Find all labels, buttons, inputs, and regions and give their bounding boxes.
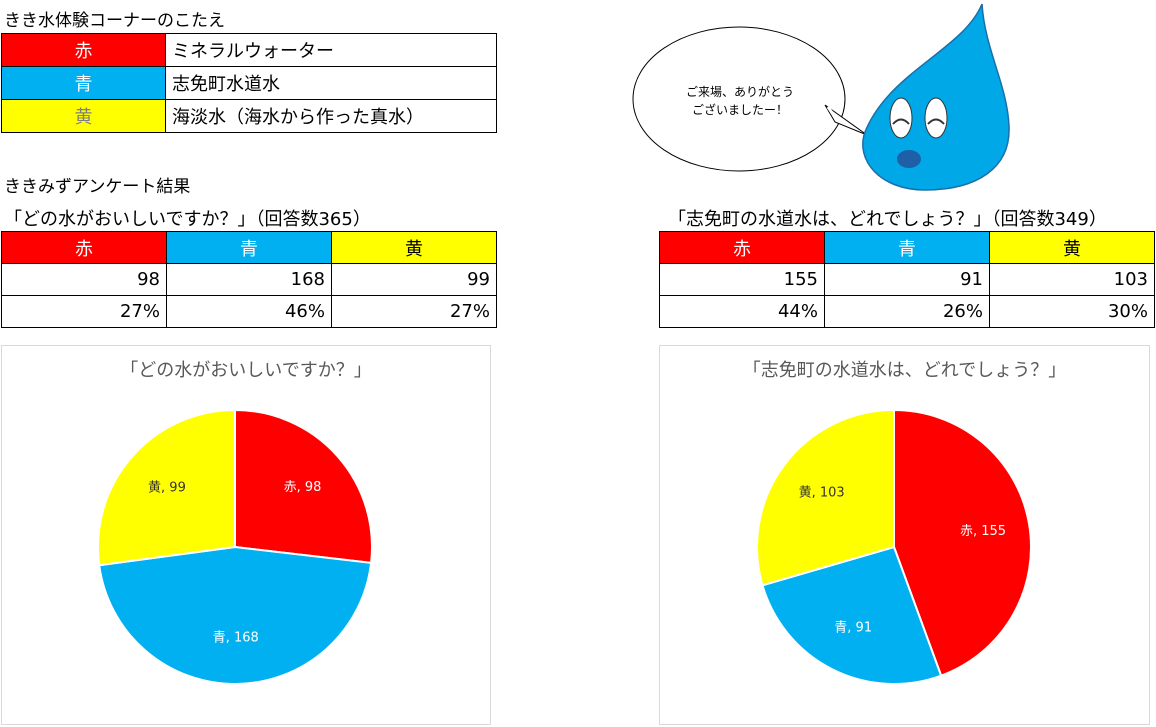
- survey2-percent-yellow[interactable]: 30%: [989, 295, 1155, 328]
- survey2-percent-row: 44% 26% 30%: [659, 295, 1155, 328]
- chart2-slice-yellow[interactable]: [756, 408, 895, 587]
- survey2-percent-blue[interactable]: 26%: [824, 295, 990, 328]
- chart1-slice-yellow[interactable]: [97, 408, 236, 567]
- survey2-header-red[interactable]: 赤: [659, 231, 825, 264]
- speech-bubble-line2: ございましたー！: [691, 103, 788, 117]
- answer-color-blue[interactable]: 青: [1, 66, 166, 100]
- speech-bubble-line1: ご来場、ありがとう: [685, 85, 794, 99]
- chart1-label-yellow: 黄, 99: [148, 480, 186, 495]
- answer-key-heading: きき水体験コーナーのこたえ: [4, 11, 225, 31]
- survey2-question: 「志免町の水道水は、どれでしょう？」（回答数349）: [668, 209, 1107, 230]
- chart1-slice-blue[interactable]: [98, 545, 373, 685]
- answer-row-yellow: 黄 海淡水（海水から作った真水）: [1, 99, 497, 133]
- survey-heading: ききみずアンケート結果: [4, 177, 191, 197]
- survey1-question: 「どの水がおいしいですか？」（回答数365）: [4, 209, 371, 230]
- survey1-percent-red[interactable]: 27%: [1, 295, 167, 328]
- survey1-percent-row: 27% 46% 27%: [1, 295, 497, 328]
- chart1-label-red: 赤, 98: [284, 480, 322, 495]
- survey2-percent-red[interactable]: 44%: [659, 295, 825, 328]
- chart1-pie: 赤, 98 青, 168 黄, 99: [97, 408, 373, 685]
- answer-color-red[interactable]: 赤: [1, 33, 166, 67]
- chart2-slice-blue[interactable]: [761, 545, 943, 685]
- answer-row-blue: 青 志免町水道水: [1, 66, 497, 100]
- chart1-title: 「どの水がおいしいですか？」: [120, 360, 372, 381]
- speech-bubble: [632, 26, 868, 172]
- survey2-count-red[interactable]: 155: [659, 263, 825, 296]
- survey2-count-row: 155 91 103: [659, 263, 1155, 296]
- survey1-percent-blue[interactable]: 46%: [166, 295, 332, 328]
- survey2-header-yellow[interactable]: 黄: [989, 231, 1155, 264]
- survey1-table: 赤 青 黄 98 168 99 27% 46% 27%: [1, 231, 497, 328]
- survey1-count-red[interactable]: 98: [1, 263, 167, 296]
- chart2-label-red: 赤, 155: [960, 524, 1006, 539]
- survey2-count-blue[interactable]: 91: [824, 263, 990, 296]
- chart2-title: 「志免町の水道水は、どれでしょう？」: [742, 360, 1067, 381]
- survey1-count-row: 98 168 99: [1, 263, 497, 296]
- chart2-container[interactable]: 「志免町の水道水は、どれでしょう？」 赤, 155 青, 91 黄, 103: [659, 345, 1150, 725]
- chart1-container[interactable]: 「どの水がおいしいですか？」 赤, 98 青, 168 黄, 99: [1, 345, 491, 725]
- chart2-pie: 赤, 155 青, 91 黄, 103: [756, 408, 1032, 685]
- water-drop-mascot-icon: [862, 3, 1010, 191]
- survey1-header-yellow[interactable]: 黄: [331, 231, 497, 264]
- chart2-slice-red[interactable]: [893, 408, 1032, 677]
- survey1-header-blue[interactable]: 青: [166, 231, 332, 264]
- survey1-header-row: 赤 青 黄: [1, 231, 497, 264]
- speech-bubble-text: ご来場、ありがとう ございましたー！: [650, 83, 830, 119]
- answer-row-red: 赤 ミネラルウォーター: [1, 33, 497, 67]
- survey1-count-blue[interactable]: 168: [166, 263, 332, 296]
- answer-color-yellow[interactable]: 黄: [1, 99, 166, 133]
- mascot-illustration: [632, 3, 1010, 191]
- answer-text-red[interactable]: ミネラルウォーター: [165, 33, 497, 67]
- chart2-label-blue: 青, 91: [834, 621, 872, 636]
- answer-key-table: 赤 ミネラルウォーター 青 志免町水道水 黄 海淡水（海水から作った真水）: [1, 33, 497, 133]
- survey1-percent-yellow[interactable]: 27%: [331, 295, 497, 328]
- survey2-header-blue[interactable]: 青: [824, 231, 990, 264]
- survey1-count-yellow[interactable]: 99: [331, 263, 497, 296]
- survey1-header-red[interactable]: 赤: [1, 231, 167, 264]
- chart2-label-yellow: 黄, 103: [799, 486, 845, 501]
- survey2-header-row: 赤 青 黄: [659, 231, 1155, 264]
- answer-text-yellow[interactable]: 海淡水（海水から作った真水）: [165, 99, 497, 133]
- chart1-slice-red[interactable]: [234, 408, 373, 564]
- answer-text-blue[interactable]: 志免町水道水: [165, 66, 497, 100]
- chart1-label-blue: 青, 168: [213, 630, 259, 645]
- survey2-table: 赤 青 黄 155 91 103 44% 26% 30%: [659, 231, 1155, 328]
- survey2-count-yellow[interactable]: 103: [989, 263, 1155, 296]
